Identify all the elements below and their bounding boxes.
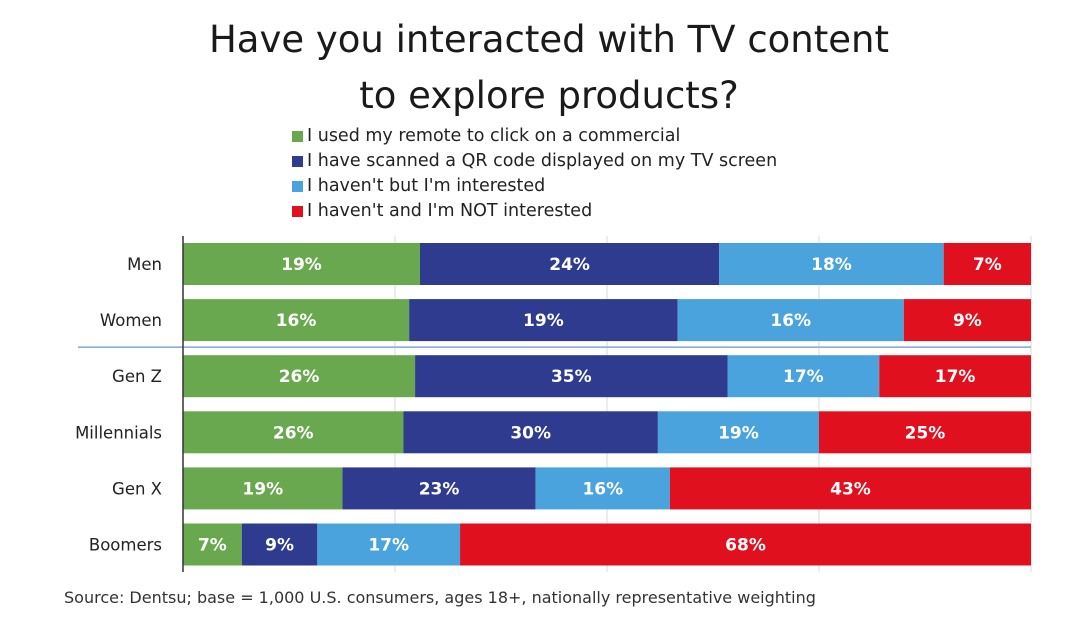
category-label-boomers: Boomers bbox=[89, 536, 162, 555]
legend-swatch-not-interested bbox=[292, 206, 303, 217]
legend-label-interested: I haven't but I'm interested bbox=[307, 176, 546, 196]
category-label-gen-x: Gen X bbox=[112, 479, 162, 498]
category-label-women: Women bbox=[100, 311, 162, 330]
bar-women-series-4 bbox=[903, 299, 1031, 342]
bar-gen-z-series-4 bbox=[879, 355, 1031, 398]
data-label-men-series-2: 24% bbox=[549, 255, 590, 275]
bar-men-series-1 bbox=[183, 243, 420, 285]
bar-men-series-2 bbox=[419, 243, 720, 285]
legend-item-interested: I haven't but I'm interested bbox=[292, 174, 777, 199]
legend-item-remote: I used my remote to click on a commercia… bbox=[292, 124, 777, 149]
bar-millennials-series-4 bbox=[819, 411, 1031, 454]
bar-millennials-series-3 bbox=[657, 411, 819, 454]
bar-millennials-series-2 bbox=[403, 411, 658, 454]
bar-gen-z-series-3 bbox=[727, 355, 880, 398]
data-label-millennials-series-2: 30% bbox=[510, 423, 551, 443]
data-label-millennials-series-1: 26% bbox=[273, 423, 314, 443]
bar-gen-x-series-1 bbox=[183, 467, 343, 510]
data-label-boomers-series-1: 7% bbox=[198, 536, 227, 556]
bar-gen-x-series-4 bbox=[669, 467, 1031, 510]
category-label-gen-z: Gen Z bbox=[112, 367, 162, 386]
bar-millennials-series-1 bbox=[183, 411, 404, 454]
bar-gen-z-series-2 bbox=[415, 355, 728, 398]
legend-label-remote: I used my remote to click on a commercia… bbox=[307, 126, 681, 146]
chart-title-line-2: to explore products? bbox=[359, 74, 739, 117]
legend-swatch-remote bbox=[292, 131, 303, 142]
source-note: Source: Dentsu; base = 1,000 U.S. consum… bbox=[64, 588, 816, 607]
bar-women-series-1 bbox=[183, 299, 410, 342]
data-label-men-series-3: 18% bbox=[811, 255, 852, 275]
data-label-gen-x-series-4: 43% bbox=[830, 479, 871, 499]
bar-women-series-2 bbox=[409, 299, 678, 342]
legend-swatch-interested bbox=[292, 181, 303, 192]
chart-legend: I used my remote to click on a commercia… bbox=[292, 124, 777, 224]
data-label-gen-z-series-3: 17% bbox=[783, 367, 824, 387]
bar-men-series-4 bbox=[943, 243, 1031, 285]
data-label-boomers-series-4: 68% bbox=[725, 536, 766, 556]
chart-title-line-1: Have you interacted with TV content bbox=[208, 18, 889, 61]
data-label-men-series-4: 7% bbox=[973, 255, 1002, 275]
category-label-men: Men bbox=[127, 255, 162, 274]
legend-item-qr-code: I have scanned a QR code displayed on my… bbox=[292, 149, 777, 174]
data-label-gen-x-series-1: 19% bbox=[242, 479, 283, 499]
data-label-women-series-4: 9% bbox=[953, 311, 982, 331]
data-label-women-series-1: 16% bbox=[276, 311, 317, 331]
bar-boomers-series-1 bbox=[183, 523, 242, 566]
bar-women-series-3 bbox=[677, 299, 904, 342]
data-label-gen-z-series-1: 26% bbox=[279, 367, 320, 387]
data-label-millennials-series-3: 19% bbox=[718, 423, 759, 443]
chart-title: Have you interacted with TV content to e… bbox=[0, 12, 1088, 124]
data-label-gen-x-series-2: 23% bbox=[419, 479, 460, 499]
bar-boomers-series-4 bbox=[460, 523, 1031, 566]
bar-men-series-3 bbox=[719, 243, 944, 285]
data-label-women-series-2: 19% bbox=[523, 311, 564, 331]
category-label-millennials: Millennials bbox=[75, 423, 162, 442]
bar-gen-z-series-1 bbox=[183, 355, 416, 398]
data-label-gen-z-series-2: 35% bbox=[551, 367, 592, 387]
data-label-millennials-series-4: 25% bbox=[905, 423, 946, 443]
legend-label-qr-code: I have scanned a QR code displayed on my… bbox=[307, 151, 778, 171]
data-label-boomers-series-3: 17% bbox=[368, 536, 409, 556]
legend-label-not-interested: I haven't and I'm NOT interested bbox=[307, 201, 593, 221]
bar-gen-x-series-2 bbox=[342, 467, 536, 510]
data-label-men-series-1: 19% bbox=[281, 255, 322, 275]
data-label-boomers-series-2: 9% bbox=[265, 536, 294, 556]
bar-boomers-series-3 bbox=[317, 523, 461, 566]
data-label-gen-z-series-4: 17% bbox=[935, 367, 976, 387]
bar-boomers-series-2 bbox=[241, 523, 318, 566]
bar-gen-x-series-3 bbox=[535, 467, 670, 510]
legend-swatch-qr-code bbox=[292, 156, 303, 167]
data-label-women-series-3: 16% bbox=[770, 311, 811, 331]
legend-item-not-interested: I haven't and I'm NOT interested bbox=[292, 199, 777, 224]
data-label-gen-x-series-3: 16% bbox=[582, 479, 623, 499]
